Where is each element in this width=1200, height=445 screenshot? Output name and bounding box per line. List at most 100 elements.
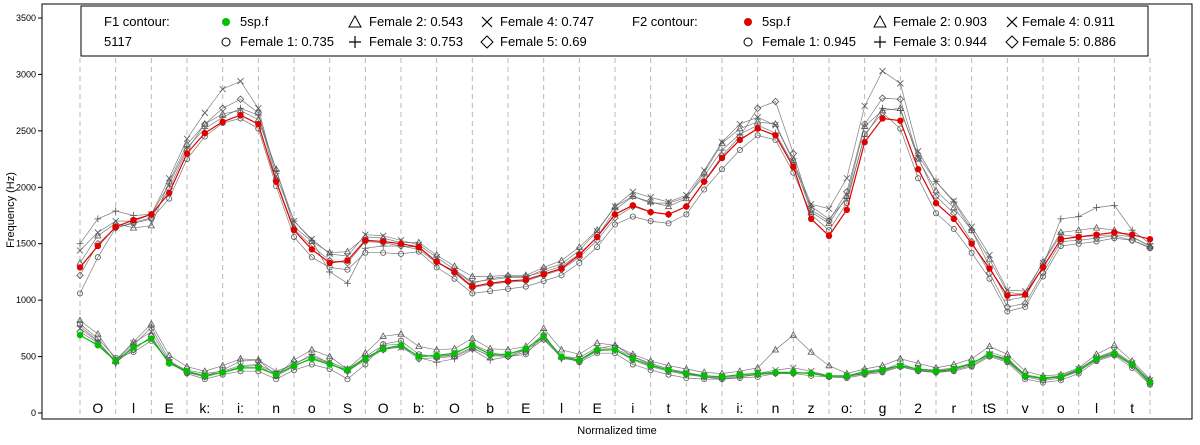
data-point [540,333,547,340]
data-point [897,362,904,369]
data-point [326,361,333,368]
segment-label: r [951,400,956,416]
data-point [612,221,619,228]
data-point [789,149,798,158]
data-point [344,279,351,287]
legend-f1-female1-marker [221,37,231,47]
data-point [362,355,369,363]
data-point [825,205,833,213]
data-point [985,255,994,263]
data-point [1146,243,1154,251]
data-point [914,359,922,366]
data-point [825,217,833,225]
data-point [77,290,84,297]
data-point [665,366,672,374]
data-point [665,211,672,218]
data-point [843,174,851,182]
data-point [771,345,780,353]
data-point [647,199,655,207]
data-point [325,352,334,360]
data-point [112,357,119,365]
data-point [1111,349,1118,357]
data-point [665,199,672,207]
data-point [879,115,886,122]
data-point [94,242,102,250]
data-point [860,120,869,128]
data-point [647,208,654,216]
data-point [94,231,102,239]
data-point [825,232,833,240]
data-point [308,254,315,261]
data-point [932,368,940,375]
y-tick-label: 1000 [16,295,36,305]
data-point [326,250,333,258]
data-point [754,370,761,377]
data-point [94,329,102,337]
data-point [76,331,84,339]
data-point [272,178,280,185]
data-point [772,369,779,376]
data-point [344,366,351,374]
data-point [469,283,476,290]
data-point [1146,236,1154,243]
data-point [1039,264,1047,271]
data-point [272,371,280,378]
data-point [1039,269,1047,277]
data-point [629,213,636,220]
data-point [790,369,797,376]
data-point [254,109,263,117]
data-point [861,369,868,376]
data-point [361,244,369,252]
data-point [647,194,654,201]
data-point [915,175,922,182]
segment-label: l [132,400,135,416]
data-point [932,192,940,201]
series-5sp-f-f1 [76,331,1154,386]
data-point [1004,292,1011,299]
data-point [718,138,726,146]
y-tick-label: 3500 [16,13,36,23]
data-point [219,369,226,376]
data-point [933,210,940,217]
data-point [557,345,566,353]
segment-label: k [701,400,709,416]
data-point [1057,215,1065,223]
data-point [896,95,905,104]
data-point [468,334,477,342]
legend-f1-5spf-marker [222,18,230,26]
data-point [736,136,744,144]
data-point [1110,201,1118,209]
data-point [112,223,119,230]
legend-f1-female2-label: Female 2: 0.543 [369,14,463,29]
data-point [326,268,334,276]
data-point [397,329,405,337]
legend-f1-subtitle: 5117 [104,34,132,49]
data-point [736,147,743,154]
data-point [647,218,654,225]
data-point [237,77,244,85]
data-point [593,228,601,235]
data-point [540,266,547,273]
data-point [1075,233,1082,241]
data-point [665,198,672,206]
y-tick-label: 1500 [16,239,36,249]
data-point [914,154,922,162]
data-point [237,111,244,119]
data-point [148,211,155,218]
data-point [647,362,654,369]
segment-label: E [521,400,530,416]
data-point [165,189,173,197]
segment-label: o [308,400,316,416]
data-point [290,233,297,240]
data-point [576,356,583,364]
data-point [1057,231,1065,238]
legend-f1-female4-marker [481,16,493,28]
data-point [879,104,886,112]
segment-label: n [272,400,280,416]
data-point [1093,238,1100,245]
legend-f2-female5-label: Female 5: 0.886 [1022,34,1116,49]
segment-label: O [378,400,389,416]
data-point [1039,374,1047,382]
